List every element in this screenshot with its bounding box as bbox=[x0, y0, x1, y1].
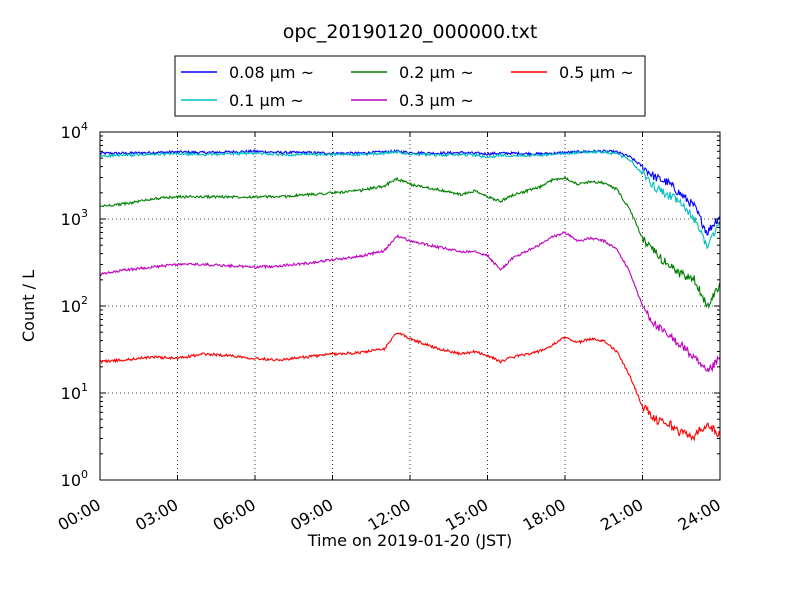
legend: 0.08 μm ~ 0.1 μm ~ 0.2 μm ~ 0.3 μm ~ 0.5 μm … bbox=[174, 55, 646, 117]
legend-entry-label: 0.2 μm ~ bbox=[399, 63, 474, 82]
chart-title: opc_20190120_000000.txt bbox=[283, 21, 538, 43]
series-line-1 bbox=[99, 148, 721, 236]
y-tick-label: 100 bbox=[61, 468, 88, 490]
series-line-2 bbox=[99, 149, 721, 250]
legend-entry-label: 0.08 μm ~ bbox=[229, 63, 314, 82]
y-tick-label: 103 bbox=[61, 207, 88, 229]
series-line-3 bbox=[99, 175, 721, 310]
y-tick-label: 101 bbox=[61, 381, 88, 403]
series-line-4 bbox=[99, 230, 721, 373]
legend-entry-label: 0.5 μm ~ bbox=[559, 63, 634, 82]
legend-box bbox=[174, 55, 646, 117]
legend-entry-label: 0.1 μm ~ bbox=[229, 91, 304, 110]
x-axis-label: Time on 2019-01-20 (JST) bbox=[307, 531, 512, 550]
y-tick-label: 104 bbox=[61, 120, 88, 142]
data-series bbox=[99, 148, 721, 442]
series-line-5 bbox=[99, 332, 721, 442]
y-axis-ticks: 100 101 102 103 104 bbox=[61, 120, 720, 490]
y-tick-label: 102 bbox=[61, 294, 88, 316]
y-axis-label: Count / L bbox=[19, 270, 38, 342]
legend-entry-label: 0.3 μm ~ bbox=[399, 91, 474, 110]
grid-lines bbox=[100, 132, 720, 480]
